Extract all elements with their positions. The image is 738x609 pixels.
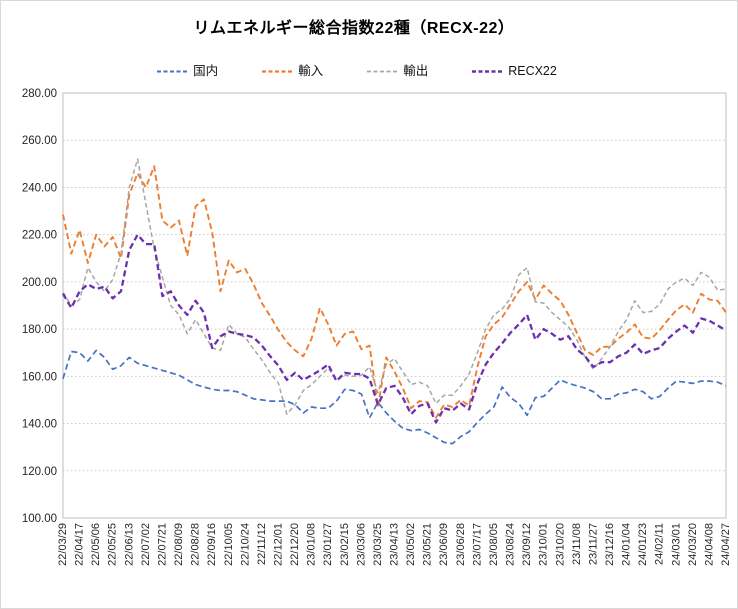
x-axis-tick-label: 23/01/08 — [306, 523, 318, 566]
x-axis-tick-label: 22/10/05 — [223, 523, 235, 566]
x-axis-tick-label: 23/02/15 — [339, 523, 351, 566]
x-axis-tick-label: 22/03/29 — [57, 523, 69, 566]
series-line-輸出 — [62, 158, 727, 415]
x-axis-tick-label: 23/10/20 — [554, 523, 566, 566]
y-axis-tick-label: 180.00 — [22, 324, 57, 336]
x-axis-tick-label: 22/08/09 — [173, 523, 185, 566]
legend-dash-marker-icon — [472, 69, 505, 73]
y-axis-tick-label: 260.00 — [22, 135, 57, 147]
x-axis-tick-label: 22/07/02 — [140, 523, 152, 566]
x-axis-tick-label: 22/11/12 — [256, 523, 268, 565]
x-axis-tick-label: 22/05/25 — [107, 523, 119, 566]
x-axis-tick-label: 23/05/02 — [405, 523, 417, 566]
x-axis-tick-label: 23/08/05 — [488, 523, 500, 566]
x-axis-tick-label: 23/06/09 — [438, 523, 450, 566]
x-axis-tick-label: 23/05/21 — [422, 523, 434, 566]
x-axis-tick-label: 23/09/12 — [521, 523, 533, 566]
legend-label: 国内 — [193, 63, 219, 78]
x-axis-tick-label: 23/07/17 — [471, 523, 483, 566]
y-axis-tick-label: 220.00 — [22, 230, 57, 242]
y-axis-tick-label: 200.00 — [22, 277, 57, 289]
x-axis-tick-label: 23/06/28 — [455, 523, 467, 566]
x-axis-tick-label: 24/04/08 — [703, 523, 715, 566]
x-axis-tick-label: 23/03/25 — [372, 523, 384, 566]
x-axis-tick-label: 22/12/20 — [289, 523, 301, 566]
series-line-RECX22 — [62, 233, 727, 424]
x-axis-tick-label: 24/01/04 — [621, 523, 633, 566]
x-axis-tick-label: 22/04/17 — [74, 523, 86, 566]
legend-dash-marker-icon — [367, 70, 400, 72]
x-axis-tick-label: 22/05/06 — [90, 523, 102, 566]
series-line-輸入 — [62, 165, 727, 419]
legend-item: RECX22 — [472, 65, 557, 78]
chart-legend: 国内 輸入 輸出 RECX22 — [1, 62, 713, 80]
x-axis-tick-label: 24/03/01 — [670, 523, 682, 566]
x-axis-tick-label: 23/11/27 — [587, 523, 599, 565]
x-axis-tick-label: 24/02/11 — [654, 523, 666, 565]
legend-dash-marker-icon — [262, 69, 295, 73]
x-axis-tick-label: 23/10/01 — [538, 523, 550, 566]
y-axis-tick-label: 140.00 — [22, 419, 57, 431]
x-axis-tick-label: 24/04/27 — [720, 523, 732, 566]
legend-label: 輸入 — [298, 63, 324, 78]
y-axis-tick-label: 160.00 — [22, 371, 57, 383]
series-line-国内 — [62, 349, 727, 445]
legend-item: 輸入 — [262, 65, 323, 78]
x-axis-tick-label: 22/07/21 — [156, 523, 168, 566]
x-axis-tick-label: 22/08/28 — [190, 523, 202, 566]
y-axis-tick-label: 120.00 — [22, 466, 57, 478]
x-axis-tick-label: 22/09/16 — [206, 523, 218, 566]
x-axis-tick-label: 23/11/08 — [571, 523, 583, 565]
chart-title: リムエネルギー総合指数22種（RECX-22） — [193, 20, 515, 37]
legend-item: 輸出 — [367, 65, 428, 78]
x-axis-tick-label: 23/03/06 — [355, 523, 367, 566]
x-axis-tick-label: 22/06/13 — [123, 523, 135, 566]
x-axis-tick-label: 22/10/24 — [239, 523, 251, 566]
plot-border — [62, 92, 727, 519]
x-axis-tick-label: 24/01/23 — [637, 523, 649, 566]
legend-label: RECX22 — [508, 63, 557, 78]
x-axis-tick-label: 22/12/01 — [272, 523, 284, 566]
x-axis-tick-label: 24/03/20 — [687, 523, 699, 566]
x-axis-tick-label: 23/08/24 — [505, 523, 517, 566]
legend-label: 輸出 — [403, 63, 429, 78]
y-axis-tick-label: 240.00 — [22, 182, 57, 194]
x-axis-tick-label: 23/04/13 — [389, 523, 401, 566]
y-axis-tick-label: 100.00 — [22, 513, 57, 525]
x-axis-tick-label: 23/12/16 — [604, 523, 616, 566]
legend-dash-marker-icon — [157, 70, 190, 72]
y-axis-tick-label: 280.00 — [22, 88, 57, 100]
x-axis-tick-label: 23/01/27 — [322, 523, 334, 566]
legend-item: 国内 — [157, 65, 218, 78]
